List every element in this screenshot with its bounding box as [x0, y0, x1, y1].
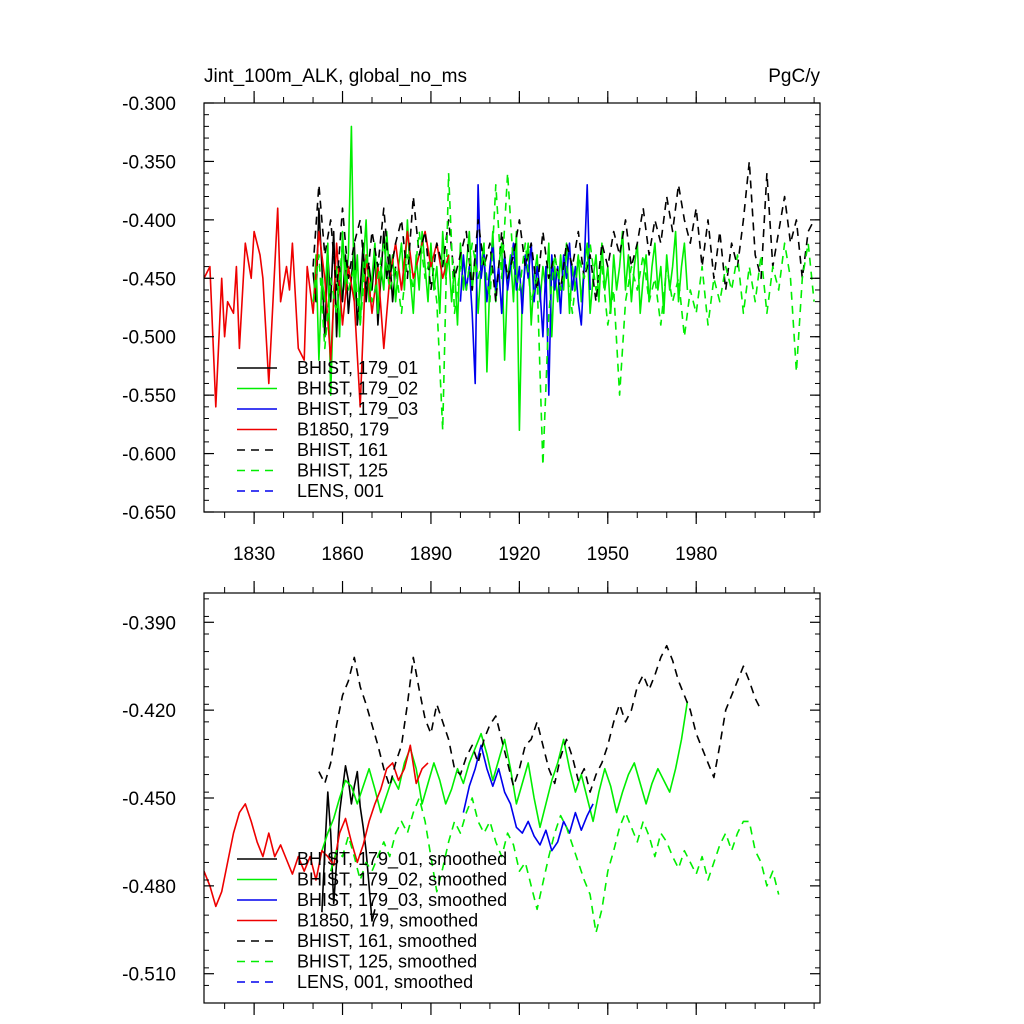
series-line-6 — [312, 172, 815, 467]
y-tick-label: -0.550 — [122, 386, 176, 407]
y-tick-label: -0.600 — [122, 445, 176, 466]
y-tick-label: -0.390 — [122, 613, 176, 634]
series-line-3 — [459, 184, 591, 396]
legend-label: BHIST, 161 — [297, 440, 388, 460]
series-line-4 — [204, 207, 450, 408]
series-line-5 — [312, 160, 815, 303]
y-tick-label: -0.510 — [122, 965, 176, 986]
series-line-1 — [321, 764, 376, 922]
series-group — [204, 644, 780, 934]
x-tick-label: 1890 — [410, 544, 452, 565]
y-tick-label: -0.420 — [122, 701, 176, 722]
legend-label: BHIST, 125 — [297, 461, 388, 481]
y-tick-label: -0.300 — [122, 94, 176, 115]
series-line-2 — [321, 701, 689, 851]
legend-label: BHIST, 179_02, smoothed — [297, 870, 507, 891]
series-line-4 — [204, 744, 429, 908]
x-tick-label: 1860 — [321, 544, 363, 565]
chart-title: Jint_100m_ALK, global_no_ms — [204, 66, 467, 87]
y-tick-label: -0.450 — [122, 789, 176, 810]
y-tick-label: -0.650 — [122, 503, 176, 524]
series-line-5 — [318, 644, 762, 793]
legend-label: LENS, 001 — [297, 481, 384, 501]
bottom-panel: -0.390 -0.420 -0.450 -0.480 -0.510 BHIST, 179… — [122, 581, 821, 1015]
x-tick-label: 1980 — [675, 544, 717, 565]
y-tick-label: -0.350 — [122, 152, 176, 173]
series-group — [204, 125, 815, 467]
legend-label: BHIST, 161, smoothed — [297, 931, 477, 951]
x-tick-label: 1920 — [498, 544, 540, 565]
legend-label: LENS, 001, smoothed — [297, 972, 473, 992]
legend-label: B1850, 179, smoothed — [297, 911, 478, 931]
chart-units: PgC/y — [768, 66, 820, 87]
series-line-1 — [312, 207, 397, 338]
legend-label: BHIST, 179_03, smoothed — [297, 890, 507, 911]
legend-label: B1850, 179 — [297, 420, 389, 440]
legend-label: BHIST, 179_03 — [297, 399, 418, 420]
legend-label: BHIST, 179_02 — [297, 379, 418, 400]
legend-label: BHIST, 179_01, smoothed — [297, 849, 507, 870]
series-line-3 — [462, 744, 594, 852]
legend-label: BHIST, 125, smoothed — [297, 952, 477, 972]
y-tick-label: -0.500 — [122, 328, 176, 349]
y-tick-label: -0.400 — [122, 211, 176, 232]
x-tick-label: 1830 — [233, 544, 275, 565]
y-tick-label: -0.450 — [122, 269, 176, 290]
top-panel: -0.300 -0.350 -0.400 -0.450 -0.500 -0.550 -0.6… — [122, 66, 821, 565]
legend-label: BHIST, 179_01 — [297, 358, 418, 379]
x-tick-label: 1950 — [587, 544, 629, 565]
y-tick-label: -0.480 — [122, 877, 176, 898]
plot-frame — [203, 102, 821, 513]
